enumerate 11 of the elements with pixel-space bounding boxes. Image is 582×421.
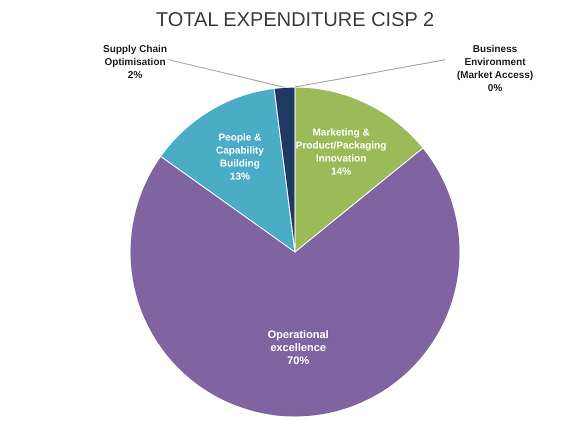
category-label: Business Environment (Market Access) [456,44,534,81]
data-label: 70% [287,354,310,367]
slice-label: Supply Chain Optimisation [103,44,167,68]
slice-label: Marketing & Product/Packaging Innovation [296,128,386,165]
text: 0% [488,83,502,94]
slice-label: People & Capability Building [216,132,264,170]
data-label: 14% [331,166,352,178]
data-label: 2% [128,70,142,81]
slice-label: Operational excellence [268,328,329,354]
data-label: 13% [230,171,250,182]
chart-title: TOTAL EXPENDITURE CISP 2 [156,9,434,31]
